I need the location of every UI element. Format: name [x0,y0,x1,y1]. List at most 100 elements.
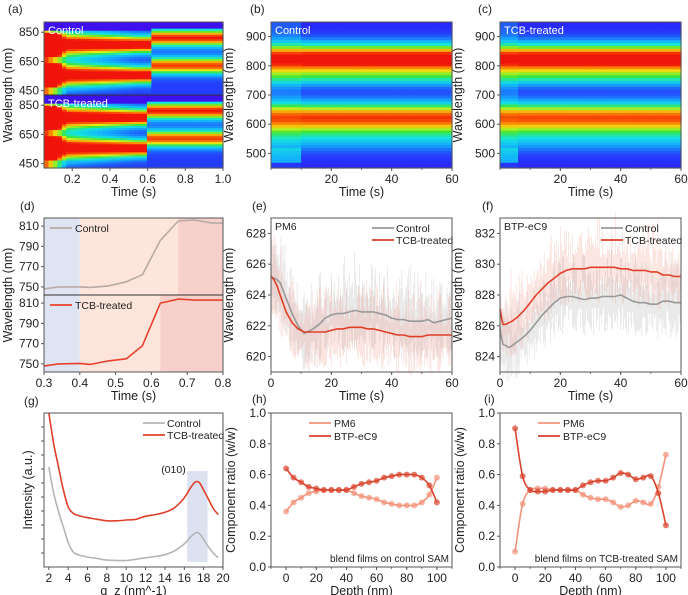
heatmap-cell [187,131,193,135]
heatmap-cell [70,129,76,133]
heatmap-cell [97,133,103,137]
heatmap-cell [84,101,90,104]
heatmap-cell [151,153,157,157]
heatmap-cell [88,105,94,108]
heatmap-cell [52,70,59,74]
heatmap-cell [84,153,90,157]
heatmap-cell [191,40,197,43]
heatmap-cell [164,115,170,118]
heatmap-cell [182,50,188,54]
heatmap-cell [120,113,126,116]
heatmap-cell [44,74,50,78]
heatmap-cell [146,115,152,118]
heatmap-cell [164,123,170,127]
heatmap-cell [142,32,148,35]
heatmap-cell [349,89,357,93]
heatmap-cell [433,48,441,52]
heatmap-cell [361,132,369,137]
heatmap-cell [111,58,117,62]
heatmap-cell [536,106,543,111]
heatmap-cell [530,115,537,119]
heatmap-cell [173,113,179,116]
heatmap-cell [191,115,197,118]
heatmap-cell [97,30,103,33]
heatmap-cell [445,51,453,55]
heatmap-cell [182,153,188,157]
heatmap-cell [506,83,513,87]
heatmap-cell [155,151,161,155]
heatmap-cell [295,89,302,93]
heatmap-cell [218,26,224,29]
heatmap-cell [93,163,99,167]
heatmap-cell [48,34,54,37]
heatmap-cell [124,163,130,167]
heatmap-cell [548,39,555,44]
heatmap-cell [111,109,117,112]
heatmap-cell [57,50,63,54]
heatmap-cell [427,68,435,73]
heatmap-cell [373,59,381,64]
heatmap-cell [209,58,215,62]
heatmap-cell [548,27,555,32]
heatmap-cell [205,107,211,110]
heatmap-cell [349,80,357,84]
heatmap-cell [214,92,220,96]
heatmap-cell [102,32,108,35]
heatmap-cell [283,57,290,61]
heatmap-cell [187,50,193,54]
heatmap-cell [214,103,220,106]
heatmap-cell [115,113,121,116]
heatmap-cell [57,99,63,102]
heatmap-cell [115,50,121,54]
heatmap-cell [133,60,139,64]
heatmap-cell [57,92,63,96]
heatmap-cell [397,86,405,90]
heatmap-cell [173,78,179,82]
heatmap-cell [373,65,381,70]
heatmap-cell [439,156,447,160]
heatmap-cell [120,22,126,25]
heatmap-cell [337,115,344,119]
heatmap-cell [146,159,152,163]
heatmap-cell [191,72,197,76]
heatmap-cell [182,131,188,135]
heatmap-cell [173,52,179,56]
heatmap-cell [548,159,555,163]
heatmap-cell [512,130,519,134]
heatmap-cell [439,71,447,76]
heatmap-cell [373,27,381,32]
heatmap-cell [415,103,423,108]
heatmap-cell [178,163,184,167]
heatmap-cell [146,72,152,76]
heatmap-cell [115,26,121,29]
heatmap-cell [319,138,326,143]
heatmap-cell [84,141,90,145]
heatmap-cell [169,44,175,47]
heatmap-cell [200,54,206,58]
heatmap-cell [196,101,202,104]
heatmap-cell [182,56,188,60]
heatmap-cell [218,97,224,100]
heatmap-cell [191,64,197,68]
heatmap-cell [373,115,381,119]
heatmap-cell [129,54,135,58]
heatmap-cell [182,125,188,129]
heatmap-cell [307,48,314,52]
heatmap-cell [500,132,507,137]
heatmap-cell [120,80,126,84]
heatmap-cell [218,115,224,118]
heatmap-cell [427,86,435,90]
heatmap-cell [115,42,121,45]
heatmap-cell [151,36,157,39]
heatmap-cell [355,124,363,128]
heatmap-cell [111,78,117,82]
heatmap-cell [115,24,121,27]
heatmap-cell [182,24,188,27]
heatmap-cell [205,56,211,60]
heatmap-cell [214,165,220,169]
heatmap-cell [142,74,148,78]
heatmap-cell [52,50,59,54]
heatmap-cell [61,42,67,45]
heatmap-cell [133,34,139,37]
heatmap-cell [218,88,224,92]
